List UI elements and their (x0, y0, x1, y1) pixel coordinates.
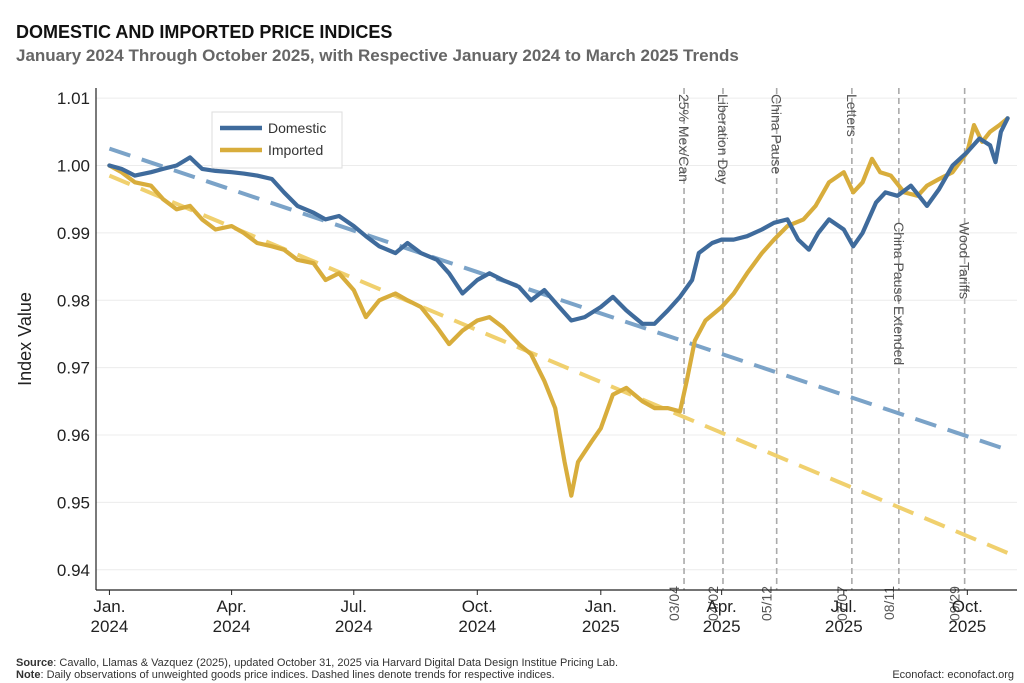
x-tick-label-year: 2024 (91, 617, 129, 636)
legend-box (211, 111, 343, 169)
trend-line (108, 146, 1009, 452)
event-date-label: 05/12 (759, 586, 775, 621)
legend: Domestic Imported (211, 111, 343, 169)
trend-line (108, 173, 1009, 555)
y-tick-label: 1.01 (57, 89, 90, 108)
source-note: Source: Cavallo, Llamas & Vazquez (2025)… (16, 657, 618, 669)
method-note: Note: Daily observations of unweighted g… (16, 669, 555, 681)
x-tick-label-month: Jul. (341, 597, 367, 616)
x-tick-label-month: Jul. (831, 597, 857, 616)
event-label: Liberation Day (715, 94, 731, 184)
x-tick-label-month: Oct. (952, 597, 983, 616)
note-label: Note (16, 669, 41, 681)
event-date-label: 07/07 (834, 586, 850, 621)
y-tick-label: 0.99 (57, 224, 90, 243)
y-tick-label: 0.94 (57, 561, 90, 580)
credit: Econofact: econofact.org (892, 669, 1014, 681)
series-line (107, 116, 1010, 326)
axes: 0.94 0.95 0.96 0.97 0.98 0.99 1.00 1.01 Index Va… (15, 88, 1017, 636)
series-lines (107, 116, 1010, 498)
source-text: : Cavallo, Llamas & Vazquez (2025), upda… (53, 657, 619, 669)
chart-subtitle: January 2024 Through October 2025, with … (16, 46, 739, 65)
y-tick-label: 0.98 (57, 291, 90, 310)
x-tick-label-month: Apr. (707, 597, 737, 616)
series-line (107, 116, 1010, 498)
y-tick-label: 0.95 (57, 493, 90, 512)
event-label: Letters (844, 94, 860, 137)
x-tick-label-month: Oct. (462, 597, 493, 616)
x-tick-label-year: 2025 (703, 617, 741, 636)
event-markers: 25% Mex/Can 03/04 Liberation Day 04/02 China… (666, 88, 973, 621)
x-tick-label-year: 2025 (825, 617, 863, 636)
event-label: 25% Mex/Can (676, 94, 692, 182)
event-label: China Pause (769, 94, 785, 174)
x-tick-label-year: 2025 (948, 617, 986, 636)
x-tick-label-month: Apr. (216, 597, 246, 616)
trend-lines (108, 146, 1009, 555)
y-axis-label: Index Value (15, 292, 35, 386)
legend-label: Domestic (268, 120, 326, 136)
event-date-label: 04/02 (705, 586, 721, 621)
chart-title: DOMESTIC AND IMPORTED PRICE INDICES (16, 22, 393, 42)
event-date-label: 08/11 (881, 586, 897, 620)
x-tick-label-month: Jan. (93, 597, 125, 616)
event-label: China Pause Extended (891, 222, 907, 365)
legend-label: Imported (268, 142, 323, 158)
y-tick-label: 1.00 (57, 156, 90, 175)
event-date-label: 09/29 (947, 586, 963, 621)
event-label: Wood Tariffs (957, 222, 973, 299)
y-tick-label: 0.96 (57, 426, 90, 445)
x-tick-label-year: 2024 (335, 617, 373, 636)
source-label: Source (16, 657, 54, 669)
x-tick-label-year: 2024 (458, 617, 496, 636)
x-tick-label-year: 2024 (213, 617, 251, 636)
x-tick-label-year: 2025 (582, 617, 620, 636)
event-date-label: 03/04 (666, 586, 682, 621)
note-text: : Daily observations of unweighted goods… (40, 669, 555, 681)
y-tick-label: 0.97 (57, 359, 90, 378)
x-tick-label-month: Jan. (585, 597, 617, 616)
